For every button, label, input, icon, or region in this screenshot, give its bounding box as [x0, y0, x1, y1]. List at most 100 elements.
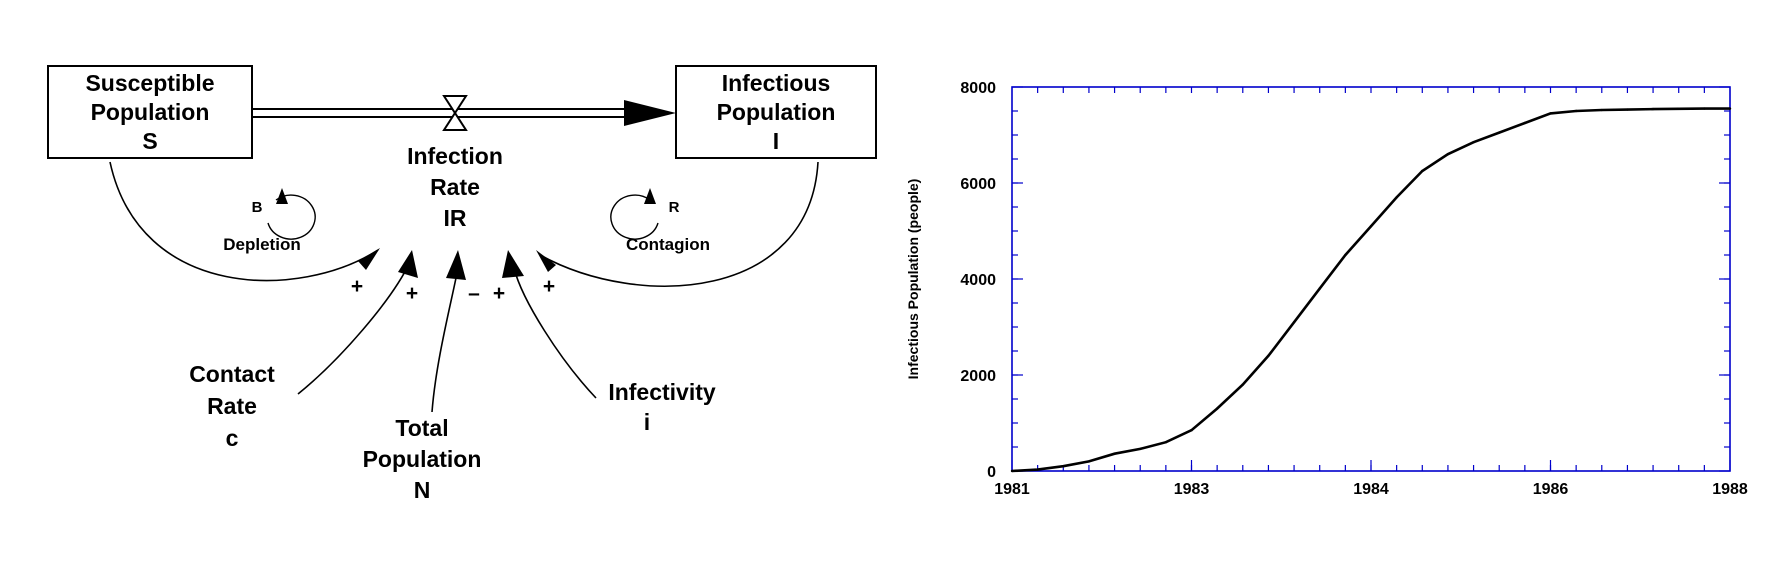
data-point — [1728, 107, 1732, 110]
link-infectious-to-rate — [539, 161, 819, 287]
flow-valve-icon — [442, 95, 468, 131]
link-arrowhead — [446, 250, 466, 280]
y-axis: 0 2000 4000 6000 8000 — [960, 80, 1730, 481]
data-point — [1344, 253, 1347, 257]
series-line-infectious-population — [1011, 107, 1730, 473]
data-point — [1292, 321, 1296, 324]
data-point — [1062, 465, 1065, 468]
link-arrowhead — [502, 250, 524, 278]
polarity-sign: + — [493, 282, 505, 305]
y-tick-label: 4000 — [960, 272, 996, 289]
loop-name: Contagion — [626, 235, 710, 254]
flow-label-line: IR — [444, 205, 467, 231]
x-tick-label: 1988 — [1712, 481, 1748, 498]
data-point — [1318, 287, 1321, 290]
data-point — [1241, 383, 1244, 386]
causal-loop-diagram: Susceptible Population S Infectious Popu… — [47, 65, 877, 503]
stock-label-line: S — [142, 128, 157, 154]
data-point — [1164, 441, 1168, 444]
loop-arrowhead — [644, 188, 656, 204]
balancing-loop-marker: B Depletion — [223, 188, 316, 254]
polarity-sign: + — [351, 275, 363, 298]
link-arrowhead — [536, 250, 556, 272]
stock-label-line: Susceptible — [85, 70, 214, 96]
link-arrowhead — [398, 250, 418, 278]
data-point — [1600, 108, 1603, 112]
aux-label-line: Contact — [189, 361, 275, 387]
loop-name: Depletion — [223, 235, 300, 254]
infection-rate-label: Infection Rate IR — [407, 143, 503, 231]
data-point — [1087, 460, 1091, 463]
data-point — [1651, 107, 1655, 111]
data-point — [1036, 468, 1039, 471]
aux-label-line: Population — [363, 446, 482, 472]
data-point — [1498, 131, 1501, 134]
plot-frame — [1011, 86, 1731, 472]
flow-arrowhead — [624, 100, 676, 126]
link-total-population-to-rate — [431, 267, 459, 413]
stock-label-line: Population — [717, 99, 836, 125]
data-point — [1626, 108, 1629, 111]
aux-label-line: Total — [395, 415, 448, 441]
stock-label-line: I — [773, 128, 779, 154]
data-point — [1395, 196, 1398, 199]
series-points — [1010, 107, 1732, 473]
data-point — [1113, 452, 1116, 455]
link-contact-rate-to-rate — [297, 261, 411, 395]
x-tick-label: 1984 — [1353, 481, 1389, 498]
minor-ticks — [1012, 87, 1730, 471]
y-tick-label: 8000 — [960, 80, 996, 97]
susceptible-population-stock: Susceptible Population S — [47, 65, 253, 159]
loop-symbol: R — [669, 199, 680, 216]
link-infectivity-to-rate — [513, 267, 597, 399]
infectious-population-chart: 1981 1983 1984 1986 1988 0 2000 4000 6000 8000 I… — [905, 80, 1748, 498]
loop-symbol: B — [252, 199, 263, 216]
aux-label-line: c — [226, 425, 239, 451]
x-axis: 1981 1983 1984 1986 1988 — [994, 460, 1748, 498]
loop-arrow-icon — [610, 194, 659, 240]
polarity-sign: – — [468, 282, 480, 305]
stock-label-line: Population — [91, 99, 210, 125]
reinforcing-loop-marker: R Contagion — [610, 188, 710, 254]
infectivity-variable: Infectivity i — [608, 379, 716, 435]
link-arrowhead — [358, 248, 380, 270]
data-point — [1421, 169, 1424, 173]
infection-flow-pipe — [252, 100, 676, 126]
stock-label-line: Infectious — [722, 70, 831, 96]
aux-label-line: i — [644, 409, 650, 435]
contact-rate-variable: Contact Rate c — [189, 361, 275, 451]
polarity-sign: + — [406, 282, 418, 305]
data-point — [1139, 447, 1142, 451]
polarity-sign: + — [543, 275, 555, 298]
data-point — [1010, 469, 1014, 473]
y-tick-label: 0 — [987, 464, 996, 481]
x-tick-label: 1986 — [1533, 481, 1569, 498]
data-point — [1703, 107, 1706, 110]
data-point — [1472, 141, 1475, 144]
data-point — [1190, 429, 1193, 432]
loop-arrow-icon — [267, 194, 316, 240]
y-tick-label: 6000 — [960, 176, 996, 193]
data-point — [1677, 107, 1680, 111]
aux-label-line: Infectivity — [608, 379, 716, 405]
data-point — [1446, 153, 1450, 156]
data-point — [1267, 354, 1270, 357]
data-point — [1574, 109, 1578, 113]
data-point — [1549, 112, 1552, 115]
flow-label-line: Rate — [430, 174, 480, 200]
aux-label-line: Rate — [207, 393, 257, 419]
y-tick-label: 2000 — [960, 368, 996, 385]
total-population-variable: Total Population N — [363, 415, 482, 503]
flow-label-line: Infection — [407, 143, 503, 169]
x-tick-label: 1983 — [1174, 481, 1210, 498]
aux-label-line: N — [414, 477, 431, 503]
link-susceptible-to-rate — [109, 161, 379, 282]
data-point — [1369, 225, 1373, 228]
loop-arrowhead — [276, 188, 288, 204]
y-axis-label: Infectious Population (people) — [905, 179, 921, 380]
data-point — [1215, 407, 1219, 410]
data-point — [1523, 121, 1527, 125]
x-tick-label: 1981 — [994, 481, 1030, 498]
infectious-population-stock: Infectious Population I — [675, 65, 877, 159]
